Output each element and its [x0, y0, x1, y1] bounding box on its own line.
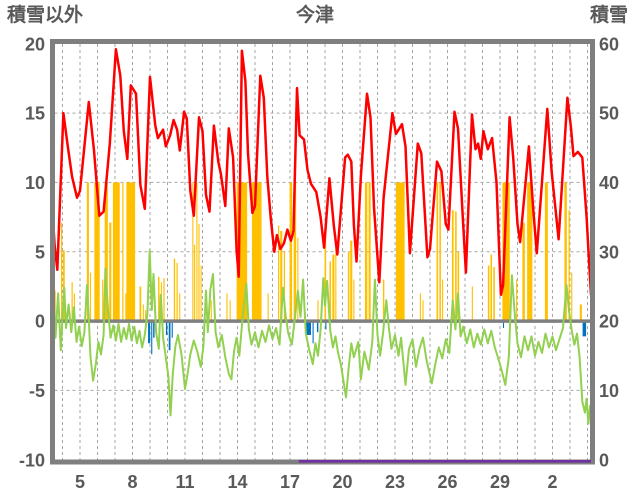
left-axis-tick: 10: [25, 173, 45, 193]
orange-bars-series: [54, 182, 582, 322]
right-axis-tick: 30: [599, 242, 619, 262]
x-axis-tick: 14: [227, 472, 247, 492]
left-axis-tick: 5: [35, 242, 45, 262]
x-axis-tick: 23: [385, 472, 405, 492]
x-axis-tick: 29: [490, 472, 510, 492]
left-axis-tick: 20: [25, 34, 45, 54]
x-axis-tick: 20: [332, 472, 352, 492]
right-axis-tick: 40: [599, 173, 619, 193]
red-line-series: [54, 48, 591, 297]
right-axis-tick: 60: [599, 34, 619, 54]
x-axis-tick: 2: [547, 472, 557, 492]
green-line-series: [54, 249, 591, 425]
right-axis-tick: 10: [599, 381, 619, 401]
left-axis-tick: 15: [25, 104, 45, 124]
left-axis-title: 積雪以外: [7, 5, 84, 26]
x-axis-tick: 17: [280, 472, 300, 492]
left-axis-tick: 0: [35, 312, 45, 332]
right-axis-tick: 50: [599, 104, 619, 124]
x-axis-tick: 5: [75, 472, 85, 492]
right-axis-title: 積雪: [589, 5, 628, 26]
right-axis-tick: 0: [599, 450, 609, 470]
x-axis-tick: 11: [175, 472, 194, 492]
x-axis-tick: 26: [437, 472, 457, 492]
left-axis-tick: -10: [19, 450, 45, 470]
y-gridlines: [54, 112, 591, 391]
left-axis-tick: -5: [29, 381, 45, 401]
blue-bars-series: [148, 321, 587, 355]
right-axis-tick: 20: [599, 312, 619, 332]
x-axis-tick: 8: [127, 472, 137, 492]
chart-title: 今津: [295, 5, 335, 26]
